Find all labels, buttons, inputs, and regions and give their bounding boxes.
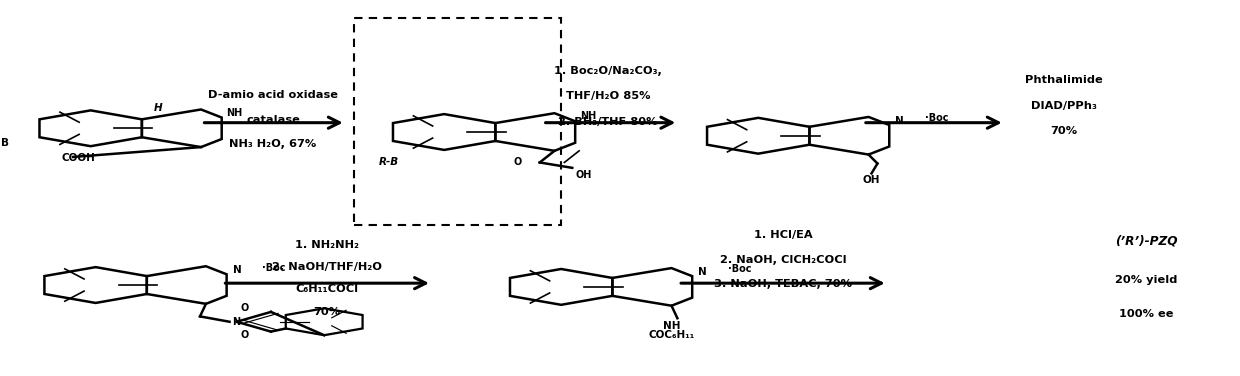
Text: 1. HCl/EA: 1. HCl/EA bbox=[754, 230, 812, 240]
Text: OH: OH bbox=[863, 175, 880, 185]
Text: NH: NH bbox=[662, 321, 681, 331]
Text: (’R’)-PZQ: (’R’)-PZQ bbox=[1115, 235, 1178, 248]
Text: 2. NaOH, ClCH₂COCl: 2. NaOH, ClCH₂COCl bbox=[719, 255, 846, 264]
Text: H: H bbox=[154, 103, 162, 113]
Text: NH: NH bbox=[580, 111, 596, 121]
Text: COOH: COOH bbox=[61, 153, 95, 163]
Text: DIAD/PPh₃: DIAD/PPh₃ bbox=[1030, 101, 1096, 111]
Text: N: N bbox=[233, 317, 241, 327]
Text: 70%: 70% bbox=[1050, 126, 1078, 136]
Text: 1. NH₂NH₂: 1. NH₂NH₂ bbox=[295, 240, 360, 250]
Text: N: N bbox=[233, 265, 242, 275]
Text: ·Boc: ·Boc bbox=[728, 264, 751, 274]
Text: O: O bbox=[241, 330, 248, 340]
Text: 100% ee: 100% ee bbox=[1118, 309, 1173, 318]
Text: N: N bbox=[895, 116, 904, 126]
Text: 2. NaOH/THF/H₂O: 2. NaOH/THF/H₂O bbox=[272, 262, 382, 272]
Text: O: O bbox=[513, 156, 522, 167]
Text: C₆H₁₁COCl: C₆H₁₁COCl bbox=[295, 284, 358, 294]
Text: 3. NaOH, TEBAC, 70%: 3. NaOH, TEBAC, 70% bbox=[714, 279, 852, 289]
Text: R-B: R-B bbox=[379, 158, 399, 167]
Text: D-amio acid oxidase: D-amio acid oxidase bbox=[208, 90, 339, 100]
Text: 70%: 70% bbox=[314, 307, 341, 317]
Text: NH: NH bbox=[227, 108, 243, 118]
Text: COC₆H₁₁: COC₆H₁₁ bbox=[649, 330, 694, 340]
Bar bbox=[355, 18, 562, 225]
Text: 20% yield: 20% yield bbox=[1115, 275, 1178, 285]
Text: catalase: catalase bbox=[246, 115, 300, 124]
Text: 2. BH₃/THF 80%: 2. BH₃/THF 80% bbox=[558, 117, 657, 127]
Text: THF/H₂O 85%: THF/H₂O 85% bbox=[565, 91, 650, 102]
Text: NH₃ H₂O, 67%: NH₃ H₂O, 67% bbox=[229, 139, 316, 149]
Text: Phthalimide: Phthalimide bbox=[1024, 75, 1102, 85]
Text: ·Boc: ·Boc bbox=[262, 262, 285, 273]
Text: O: O bbox=[241, 303, 248, 313]
Text: OH: OH bbox=[575, 170, 591, 180]
Text: B: B bbox=[1, 138, 9, 148]
Text: 1. Boc₂O/Na₂CO₃,: 1. Boc₂O/Na₂CO₃, bbox=[554, 66, 662, 76]
Text: ·Boc: ·Boc bbox=[925, 113, 949, 123]
Text: N: N bbox=[698, 267, 707, 277]
